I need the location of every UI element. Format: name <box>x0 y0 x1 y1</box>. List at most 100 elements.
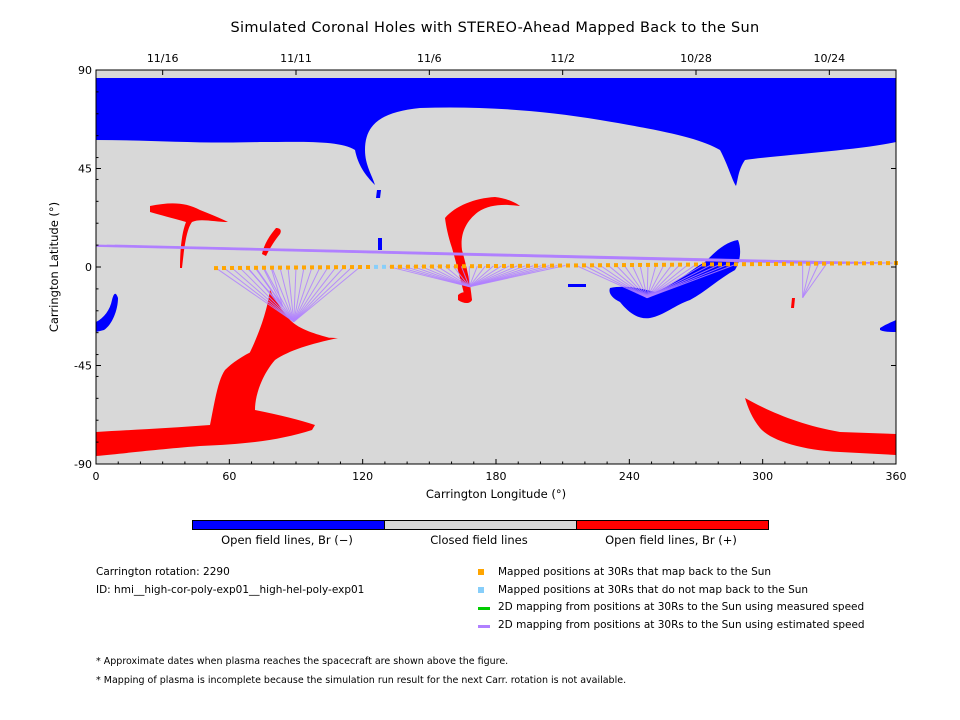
neg-hole-east-edge <box>880 320 896 332</box>
mapped-point <box>214 266 218 271</box>
mapped-point <box>718 262 722 267</box>
mapped-point <box>582 263 586 268</box>
mapped-point <box>318 265 322 270</box>
mapped-point <box>254 265 258 270</box>
top-date-label: 11/2 <box>550 52 575 65</box>
mapping-line <box>413 266 470 288</box>
y-tick-label: -45 <box>74 360 92 373</box>
mapping-line <box>591 264 648 299</box>
north-hole-stream-2 <box>378 238 382 250</box>
mapped-point <box>862 261 866 266</box>
unmapped-point <box>382 264 386 269</box>
carrington-rotation: Carrington rotation: 2290 <box>96 566 230 578</box>
mapping-line <box>583 264 648 299</box>
mapped-point <box>630 263 634 268</box>
mapping-line <box>293 266 345 323</box>
mapping-line <box>623 264 648 298</box>
mapped-point <box>702 262 706 267</box>
mapping-line <box>802 263 820 298</box>
mapped-point <box>766 262 770 267</box>
mapped-point <box>334 265 338 270</box>
note-incomplete: * Mapping of plasma is incomplete becaus… <box>96 675 627 686</box>
colorbar-label-closed: Closed field lines <box>430 533 528 547</box>
orange-square-icon <box>478 569 484 575</box>
mapped-point <box>494 264 498 269</box>
mapping-line <box>646 264 657 298</box>
top-date-label: 10/24 <box>813 52 845 65</box>
colorbar-positive <box>576 520 769 530</box>
mapped-point <box>518 263 522 268</box>
mapping-line <box>114 244 893 264</box>
x-tick-label: 240 <box>619 470 640 483</box>
mapped-point <box>294 265 298 270</box>
mapping-line <box>270 267 284 307</box>
mapping-line <box>239 267 295 323</box>
mapping-line <box>802 263 812 298</box>
mapped-point <box>566 263 570 268</box>
mapped-point <box>310 265 314 270</box>
mapping-line <box>631 264 648 298</box>
mapping-line <box>215 267 295 323</box>
south-polar-hole-west <box>96 290 338 456</box>
note-dates: * Approximate dates when plasma reaches … <box>96 656 509 667</box>
mapping-line <box>437 266 470 288</box>
mapped-point <box>734 262 738 267</box>
mapping-line <box>575 264 648 299</box>
mapped-point <box>470 264 474 269</box>
colorbar-label-positive: Open field lines, Br (+) <box>605 533 737 547</box>
mapped-point <box>822 261 826 266</box>
mapping-line <box>646 264 705 299</box>
pos-hole-narrow <box>791 298 795 308</box>
mapped-point <box>846 261 850 266</box>
mapping-line <box>429 266 470 288</box>
mapped-point <box>886 261 890 266</box>
pos-hole-central-hook <box>445 197 520 302</box>
mapped-point <box>550 263 554 268</box>
mapping-line <box>646 264 649 298</box>
mapped-point <box>798 261 802 266</box>
colorbar-negative <box>192 520 385 530</box>
mapping-line <box>293 266 337 323</box>
mapping-line <box>246 267 284 307</box>
top-date-label: 10/28 <box>680 52 712 65</box>
mapped-point <box>502 263 506 268</box>
mapping-line <box>646 263 713 299</box>
mapped-point <box>654 262 658 267</box>
mapped-point <box>758 262 762 267</box>
mapped-point <box>670 262 674 267</box>
colorbar-closed <box>384 520 577 530</box>
x-tick-label: 360 <box>886 470 907 483</box>
mapping-line <box>421 266 470 288</box>
x-tick-label: 300 <box>752 470 773 483</box>
mapping-line <box>802 263 828 298</box>
mapping-line <box>231 267 295 323</box>
mapped-point <box>694 262 698 267</box>
mapping-line <box>646 264 673 298</box>
mapping-line <box>469 265 494 288</box>
run-id: ID: hmi__high-cor-poly-exp01__high-hel-p… <box>96 584 365 596</box>
x-tick-label: 120 <box>352 470 373 483</box>
mapping-line <box>615 264 648 298</box>
mapping-line <box>293 266 329 322</box>
mapped-point <box>278 265 282 270</box>
north-polar-hole <box>96 78 896 186</box>
mapped-point <box>806 261 810 266</box>
mapped-point <box>790 261 794 266</box>
mapped-point <box>438 264 442 269</box>
mapped-point <box>358 265 362 270</box>
mapped-point <box>614 263 618 268</box>
lightblue-square-icon <box>478 587 484 593</box>
y-tick-label: -90 <box>74 458 92 471</box>
mapped-point <box>222 266 226 271</box>
mapped-point <box>854 261 858 266</box>
colorbar-label-negative: Open field lines, Br (−) <box>221 533 353 547</box>
mapped-point <box>710 262 714 267</box>
chart-title: Simulated Coronal Holes with STEREO-Ahea… <box>230 20 760 36</box>
mapped-point <box>606 263 610 268</box>
mapped-point <box>238 265 242 270</box>
north-hole-stream-1 <box>376 190 381 198</box>
mapped-point <box>830 261 834 266</box>
mapped-point <box>230 265 234 270</box>
top-date-label: 11/16 <box>147 52 179 65</box>
mapped-point <box>686 262 690 267</box>
